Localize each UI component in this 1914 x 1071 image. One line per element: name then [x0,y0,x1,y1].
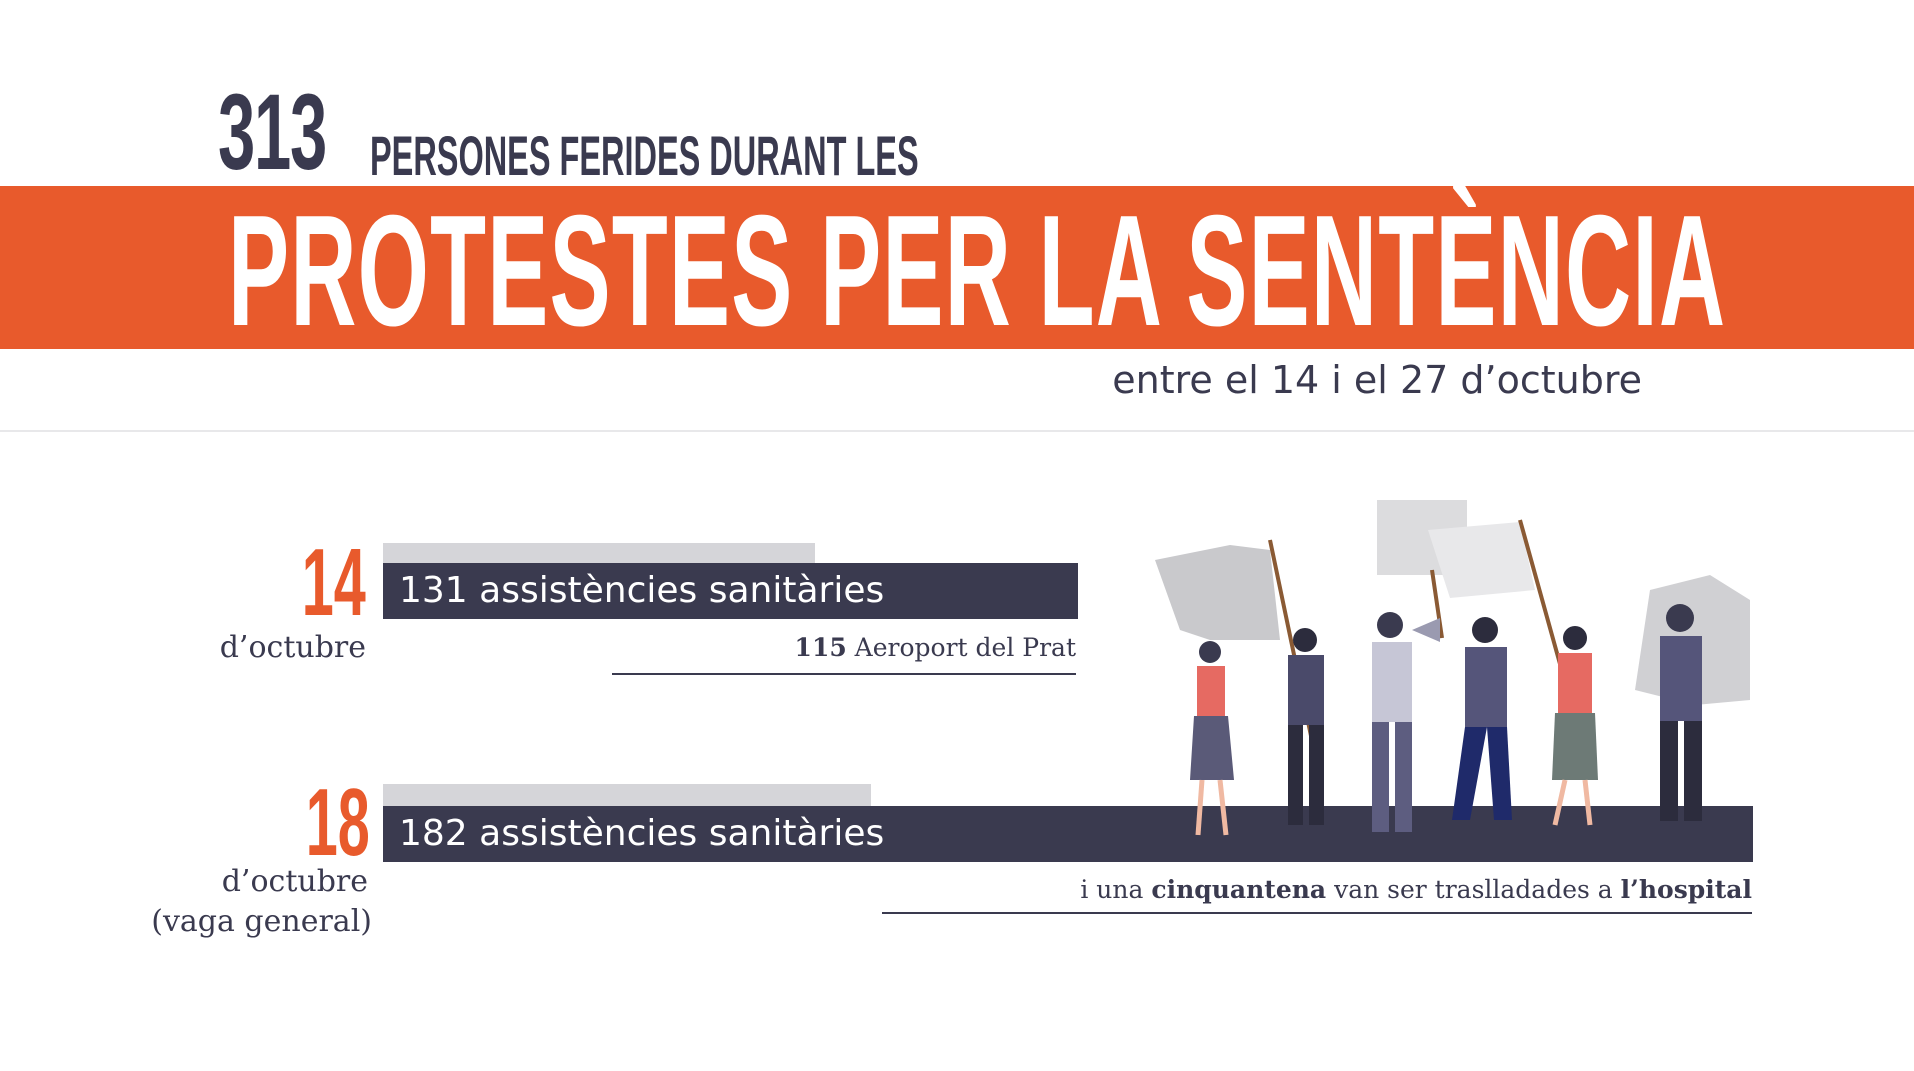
note-rule-14 [612,673,1076,675]
flag-left [1155,545,1280,640]
banner-title: PROTESTES PER LA SENTÈNCIA [228,183,1727,359]
strike-label: (vaga general) [151,904,372,939]
month-label-18: d’octubre [221,864,368,899]
note-14-number: 115 [794,633,847,662]
total-number: 313 [218,71,327,192]
protester-6 [1660,604,1702,821]
date-range-subtitle: entre el 14 i el 27 d’octubre [1112,358,1642,402]
note-rule-18 [882,912,1752,914]
note-14: 115 Aeroport del Prat [795,632,1076,664]
bar-18: 182 assistències sanitàries [383,806,1753,862]
note-18-pre: i una [1080,875,1152,904]
megaphone-icon [1412,618,1440,642]
note-18-hospital: l’hospital [1620,875,1752,904]
bar-label-14: 131 assistències sanitàries [399,570,885,611]
note-18: i una cinquantena van ser traslladades a… [1080,874,1752,906]
bar-14: 131 assistències sanitàries [383,563,1078,619]
protester-4 [1452,617,1512,820]
note-18-count: cinquantena [1151,875,1327,904]
protester-3 [1372,612,1440,832]
protester-1 [1190,641,1234,836]
bar-label-18: 182 assistències sanitàries [399,813,885,854]
day-14: 14 [301,529,366,636]
bar-background-18 [383,784,871,806]
title-top-line: PERSONES FERIDES DURANT LES [370,124,919,187]
header-divider [0,430,1914,432]
note-14-text: Aeroport del Prat [846,633,1076,662]
title-banner [0,186,1914,349]
protester-2 [1288,628,1324,825]
flag-right [1428,522,1535,598]
month-label-14: d’octubre [219,630,366,665]
protesters-illustration [1155,500,1750,836]
day-18: 18 [305,769,370,876]
protester-5 [1552,626,1598,826]
note-18-mid: van ser traslladades a [1326,875,1621,904]
bar-background-14 [383,543,815,565]
